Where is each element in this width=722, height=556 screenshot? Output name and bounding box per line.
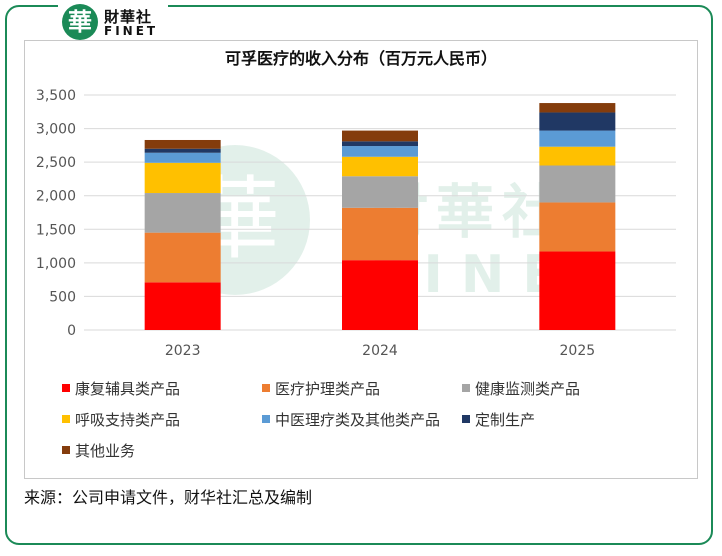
legend-swatch bbox=[262, 415, 270, 423]
y-tick-label: 3,500 bbox=[36, 88, 76, 104]
y-tick-label: 500 bbox=[49, 289, 76, 305]
y-tick-label: 1,500 bbox=[36, 222, 76, 238]
x-tick-label: 2023 bbox=[165, 343, 201, 359]
bar-segment bbox=[144, 139, 221, 149]
legend-item: 中医理疗类及其他类产品 bbox=[262, 409, 440, 430]
outer-frame bbox=[5, 5, 713, 545]
bar-segment bbox=[539, 103, 616, 113]
bar-segment bbox=[342, 207, 418, 261]
bar-segment bbox=[539, 146, 616, 166]
legend-item: 健康监测类产品 bbox=[462, 378, 580, 399]
y-tick-label: 0 bbox=[67, 323, 76, 339]
legend-swatch bbox=[62, 415, 70, 423]
finet-logo: 華 財華社 FINET bbox=[58, 2, 168, 42]
logo-chinese-name: 財華社 bbox=[104, 8, 153, 26]
bar-segment bbox=[539, 130, 616, 147]
legend-label: 健康监测类产品 bbox=[475, 380, 581, 398]
bar-segment bbox=[539, 165, 616, 203]
bar-segment bbox=[342, 146, 418, 157]
bar-segment bbox=[144, 152, 221, 163]
bar-segment bbox=[144, 193, 221, 233]
bar-segment bbox=[539, 202, 616, 252]
logo-english-name: FINET bbox=[104, 24, 159, 38]
y-tick-label: 2,500 bbox=[36, 155, 76, 171]
legend-label: 医疗护理类产品 bbox=[275, 380, 381, 398]
bar-segment bbox=[342, 156, 418, 177]
bar-segment bbox=[342, 176, 418, 208]
legend-swatch bbox=[462, 415, 470, 423]
bar-segment bbox=[144, 162, 221, 194]
bar-segment bbox=[342, 141, 418, 147]
bar-segment bbox=[539, 251, 616, 330]
bar-segment bbox=[539, 112, 616, 131]
legend-item: 医疗护理类产品 bbox=[262, 378, 380, 399]
bar-segment bbox=[144, 148, 221, 153]
chart-title: 可孚医疗的收入分布（百万元人民币） bbox=[224, 49, 497, 68]
y-tick-label: 1,000 bbox=[36, 256, 76, 272]
x-tick-label: 2024 bbox=[362, 343, 398, 359]
legend-item: 其他业务 bbox=[62, 440, 135, 461]
y-tick-label: 2,000 bbox=[36, 189, 76, 205]
legend-item: 康复辅具类产品 bbox=[62, 378, 180, 399]
stacked-bar-chart: 0 500 1,000 1,500 2,000 2,500 3,000 3,500 2023 20… bbox=[36, 88, 676, 359]
legend-item: 定制生产 bbox=[462, 409, 535, 430]
legend-label: 定制生产 bbox=[475, 411, 536, 429]
legend-swatch bbox=[62, 446, 70, 454]
y-tick-label: 3,000 bbox=[36, 122, 76, 138]
bar-segment bbox=[342, 130, 418, 142]
legend-label: 呼吸支持类产品 bbox=[75, 411, 181, 429]
legend-swatch bbox=[262, 384, 270, 392]
legend-swatch bbox=[62, 384, 70, 392]
legend-label: 其他业务 bbox=[75, 442, 136, 460]
source-note: 来源：公司申请文件，财华社汇总及编制 bbox=[24, 488, 313, 507]
bar-segment bbox=[342, 260, 418, 330]
legend-swatch bbox=[462, 384, 470, 392]
bar-segment bbox=[144, 232, 221, 283]
legend-item: 呼吸支持类产品 bbox=[62, 409, 180, 430]
legend-label: 中医理疗类及其他类产品 bbox=[275, 411, 441, 429]
bar-segment bbox=[144, 282, 221, 330]
logo-mark: 華 bbox=[62, 4, 98, 40]
x-tick-label: 2025 bbox=[560, 343, 596, 359]
legend-label: 康复辅具类产品 bbox=[75, 380, 181, 398]
